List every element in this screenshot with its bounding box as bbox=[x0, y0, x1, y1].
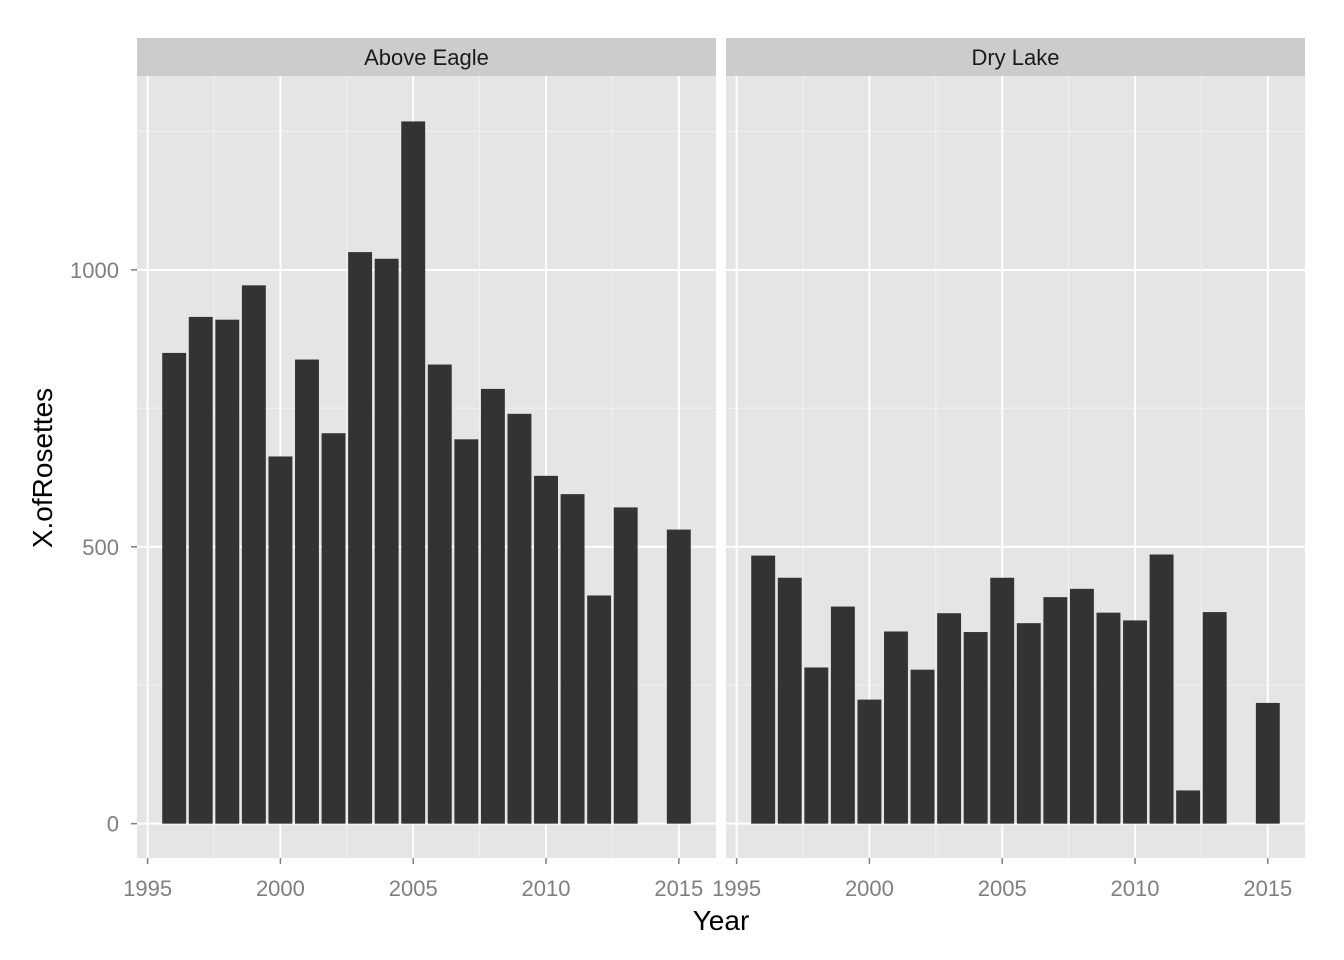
y-tick-label: 1000 bbox=[70, 258, 119, 283]
bar bbox=[751, 555, 776, 824]
bar bbox=[804, 667, 829, 824]
x-tick-label: 2015 bbox=[1243, 876, 1292, 901]
bar bbox=[1016, 623, 1041, 824]
x-tick-label: 1995 bbox=[712, 876, 761, 901]
bar bbox=[348, 252, 373, 824]
bar bbox=[321, 433, 346, 824]
bar bbox=[857, 699, 882, 824]
chart-panels: Above Eagle 1995 2000 2005 2010 2015 0 500 1000 D… bbox=[70, 38, 1305, 901]
facet-strip bbox=[137, 38, 716, 76]
facet-strip-label: Above Eagle bbox=[364, 45, 489, 70]
bar bbox=[990, 577, 1015, 824]
x-tick-label: 2000 bbox=[845, 876, 894, 901]
bar bbox=[884, 631, 908, 824]
bar bbox=[268, 456, 293, 824]
bar bbox=[374, 258, 399, 824]
bar bbox=[215, 319, 240, 824]
x-axis-title: Year bbox=[693, 905, 750, 936]
bar bbox=[777, 577, 802, 824]
bar bbox=[1096, 612, 1121, 824]
bar bbox=[587, 595, 612, 824]
bar bbox=[507, 413, 532, 824]
facet-strip-label: Dry Lake bbox=[971, 45, 1059, 70]
bar bbox=[560, 494, 585, 824]
x-tick-label: 2010 bbox=[522, 876, 571, 901]
x-tick-label: 1995 bbox=[123, 876, 172, 901]
bar bbox=[666, 529, 691, 824]
x-tick-label: 2005 bbox=[978, 876, 1027, 901]
bar bbox=[454, 439, 479, 824]
bar bbox=[1255, 702, 1280, 824]
bar bbox=[401, 121, 426, 824]
x-tick-label: 2015 bbox=[654, 876, 703, 901]
bar bbox=[427, 364, 452, 824]
x-tick-label: 2010 bbox=[1111, 876, 1160, 901]
y-tick-label: 0 bbox=[107, 812, 119, 837]
facet-panel: Above Eagle 1995 2000 2005 2010 2015 0 500 1000 bbox=[70, 38, 716, 901]
x-tick-label: 2005 bbox=[389, 876, 438, 901]
bar bbox=[241, 285, 266, 824]
bar bbox=[830, 606, 855, 824]
bar bbox=[480, 388, 505, 824]
y-tick-label: 500 bbox=[82, 535, 119, 560]
bar bbox=[1043, 597, 1068, 824]
bar bbox=[295, 359, 319, 824]
bar bbox=[613, 507, 638, 824]
bar bbox=[1176, 790, 1201, 824]
x-tick-label: 2000 bbox=[256, 876, 305, 901]
bar bbox=[1202, 612, 1227, 824]
bar bbox=[162, 352, 187, 824]
facet-strip bbox=[726, 38, 1305, 76]
bar bbox=[1149, 554, 1174, 824]
bar bbox=[188, 316, 213, 824]
bar bbox=[1069, 588, 1094, 824]
y-axis-title: X.ofRosettes bbox=[27, 388, 58, 548]
bar bbox=[534, 475, 558, 824]
facet-panel: Dry Lake 1995 2000 2005 2010 2015 bbox=[712, 38, 1305, 901]
bar bbox=[910, 669, 935, 824]
bar bbox=[937, 613, 962, 824]
bar bbox=[1123, 620, 1147, 824]
bar bbox=[963, 632, 988, 824]
